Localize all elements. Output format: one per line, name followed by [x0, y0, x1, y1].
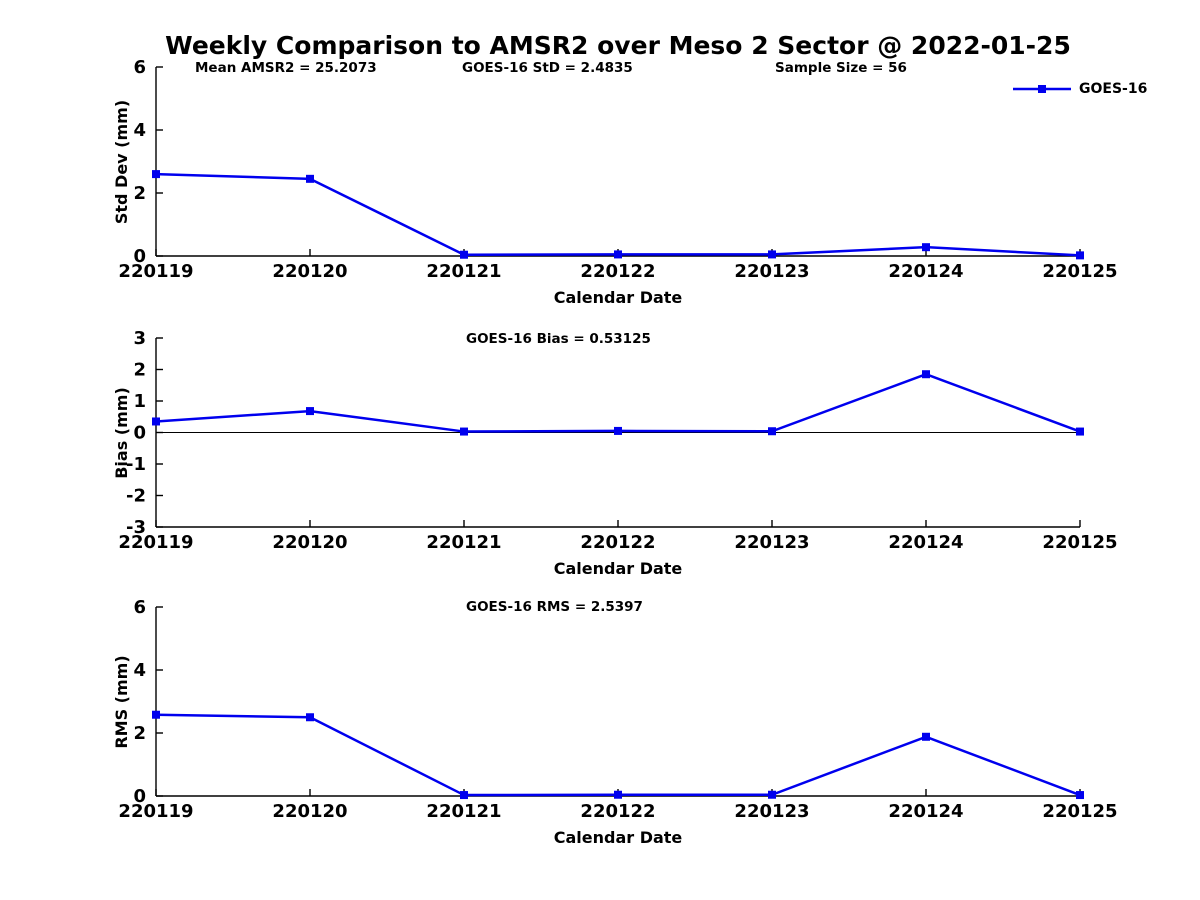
data-marker	[460, 427, 468, 436]
y-tick-label: -2	[126, 486, 146, 507]
x-tick-label: 220124	[888, 532, 963, 553]
y-tick-label: 0	[133, 786, 146, 807]
annotation-sample-size: Sample Size = 56	[775, 60, 907, 76]
data-line	[155, 372, 1081, 433]
y-tick-label: 6	[133, 597, 146, 618]
xlabel-rms: Calendar Date	[553, 828, 683, 847]
y-tick-label: 3	[133, 328, 146, 349]
x-tick-label: 220119	[118, 801, 193, 822]
annotation-goes16-bias: GOES-16 Bias = 0.53125	[466, 331, 651, 347]
x-tick-label: 220125	[1042, 532, 1117, 553]
bias-plot: -3 -2 -1 0 1 2 3 220119 220120 220121 220122 220123…	[118, 328, 1117, 553]
y-tick-label: -3	[126, 517, 146, 538]
legend-label: GOES-16	[1079, 81, 1148, 97]
data-marker	[306, 713, 314, 722]
x-tick-label: 220122	[580, 801, 655, 822]
x-tick-label: 220121	[426, 532, 501, 553]
data-marker	[1076, 427, 1084, 436]
data-line	[155, 172, 1081, 257]
annotation-goes16-rms: GOES-16 RMS = 2.5397	[466, 599, 643, 615]
legend-line-icon	[1013, 85, 1071, 93]
data-marker	[1076, 251, 1084, 260]
std-dev-plot: 0 2 4 6 220119 220120 220121 220122 220123 220124…	[118, 57, 1117, 282]
x-tick-label: 220124	[888, 261, 963, 282]
x-tick-label: 220122	[580, 261, 655, 282]
xlabel-bias: Calendar Date	[553, 559, 683, 578]
y-tick-label: 0	[133, 423, 146, 444]
data-marker	[152, 417, 160, 426]
x-tick-label: 220124	[888, 801, 963, 822]
x-tick-label: 220120	[272, 801, 347, 822]
y-tick-label: 2	[133, 723, 146, 744]
x-tick-label: 220123	[734, 532, 809, 553]
data-marker	[768, 427, 776, 436]
data-marker	[614, 426, 622, 435]
data-marker	[306, 407, 314, 416]
x-tick-label: 220125	[1042, 801, 1117, 822]
data-marker	[922, 370, 930, 379]
y-tick-label: 4	[133, 660, 146, 681]
x-tick-label: 220121	[426, 261, 501, 282]
x-tick-label: 220122	[580, 532, 655, 553]
data-marker	[768, 250, 776, 259]
data-marker	[152, 710, 160, 719]
y-tick-label: 6	[133, 57, 146, 78]
data-marker	[922, 732, 930, 741]
data-marker	[922, 243, 930, 252]
x-tick-label: 220123	[734, 801, 809, 822]
annotation-mean-amsr2: Mean AMSR2 = 25.2073	[195, 60, 377, 76]
annotation-goes16-std: GOES-16 StD = 2.4835	[462, 60, 633, 76]
x-tick-label: 220121	[426, 801, 501, 822]
data-marker	[460, 791, 468, 800]
y-tick-label: 1	[133, 391, 146, 412]
data-marker	[460, 250, 468, 259]
x-tick-label: 220119	[118, 261, 193, 282]
x-tick-label: 220125	[1042, 261, 1117, 282]
y-tick-label: 2	[133, 183, 146, 204]
y-tick-label: 0	[133, 246, 146, 267]
x-tick-label: 220120	[272, 532, 347, 553]
data-marker	[614, 790, 622, 799]
y-tick-label: 4	[133, 120, 146, 141]
xlabel-std-dev: Calendar Date	[553, 288, 683, 307]
rms-plot: 0 2 4 6 220119 220120 220121 220122 220123 220124…	[118, 597, 1117, 822]
x-tick-label: 220120	[272, 261, 347, 282]
data-line	[155, 713, 1081, 797]
data-marker	[306, 174, 314, 183]
y-tick-label: -1	[126, 454, 146, 475]
x-tick-label: 220119	[118, 532, 193, 553]
y-tick-label: 2	[133, 360, 146, 381]
figure-title: Weekly Comparison to AMSR2 over Meso 2 S…	[165, 31, 1071, 60]
x-tick-label: 220123	[734, 261, 809, 282]
data-marker	[768, 790, 776, 799]
data-marker	[614, 250, 622, 259]
data-marker	[152, 170, 160, 179]
data-marker	[1076, 791, 1084, 800]
legend: GOES-16	[1013, 80, 1147, 98]
